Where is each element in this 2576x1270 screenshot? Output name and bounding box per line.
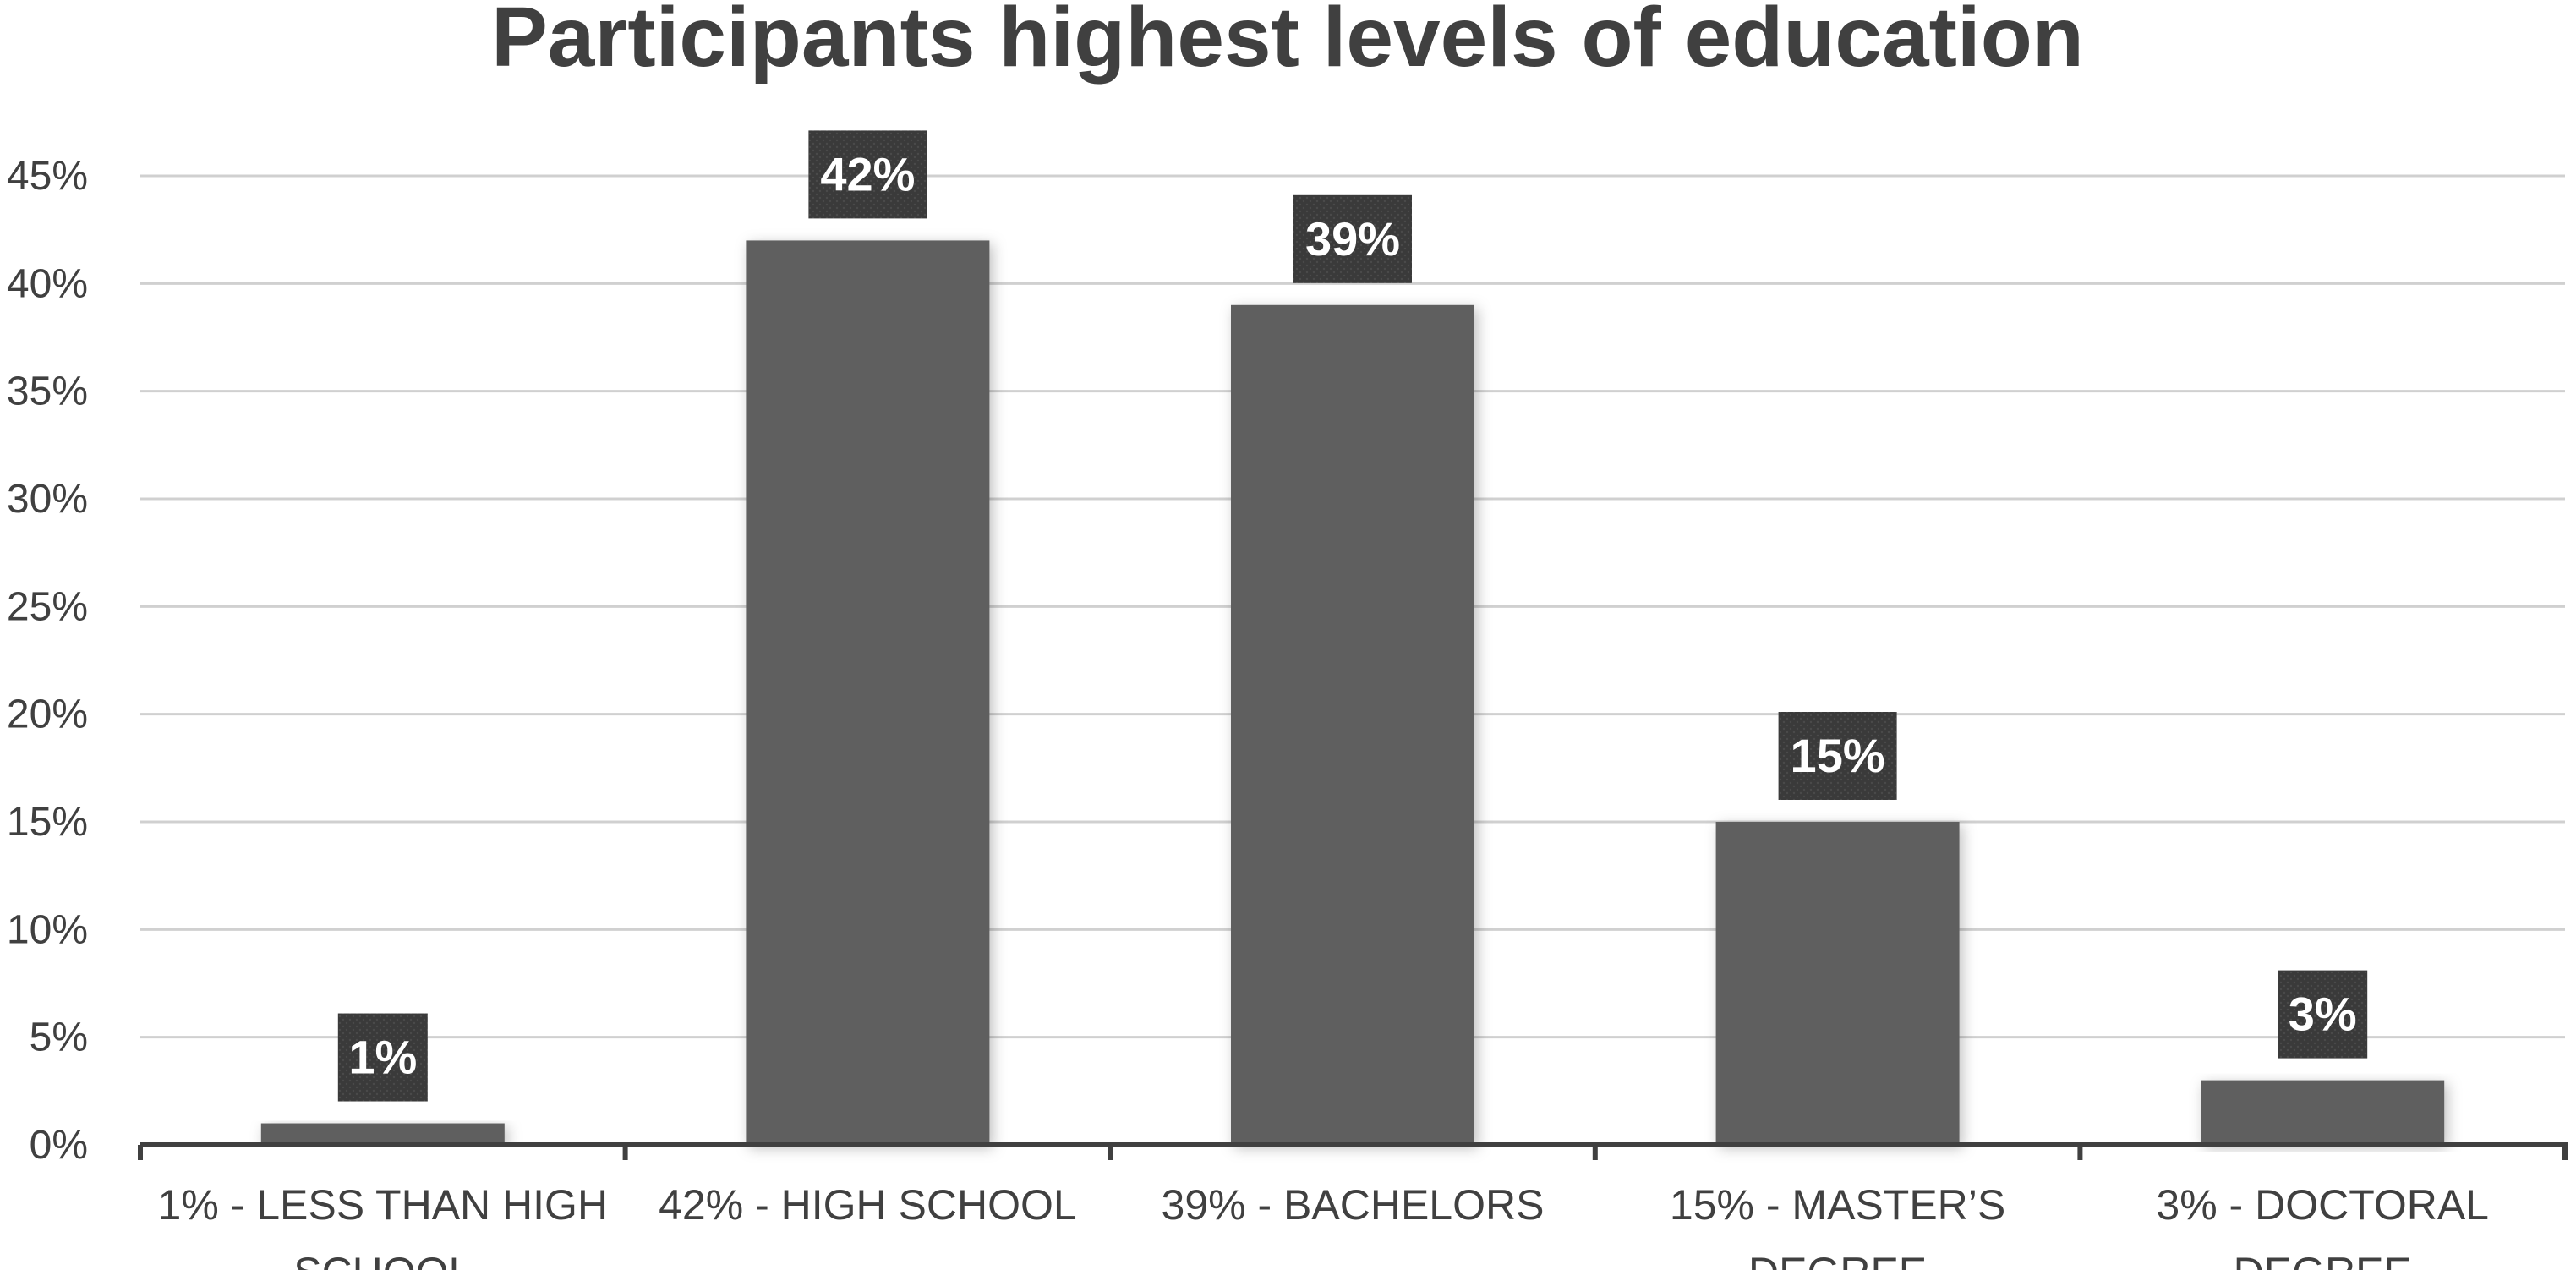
y-tick-label: 25% [7, 584, 88, 629]
data-label-box [808, 130, 927, 219]
x-tick-label: 42% - HIGH SCHOOL [659, 1181, 1077, 1229]
x-tick-label-line: 1% - LESS THAN HIGH [158, 1181, 609, 1229]
x-tick-label: 1% - LESS THAN HIGH SCHOOL [158, 1181, 609, 1270]
x-tick-label-line: 3% - DOCTORAL [2156, 1181, 2489, 1229]
data-label-box [1293, 194, 1412, 283]
x-tick-label: 39% - BACHELORS [1162, 1181, 1545, 1229]
x-tick-label-line: SCHOOL [293, 1249, 472, 1270]
x-tick-label: 15% - MASTER’S DEGREE [1670, 1181, 2005, 1270]
bar [1231, 304, 1474, 1145]
y-tick-label: 5% [30, 1015, 88, 1060]
data-label-box [2278, 970, 2368, 1059]
chart-title: Participants highest levels of education [491, 0, 2084, 85]
data-label-box [337, 1013, 428, 1102]
x-axis: 1% - LESS THAN HIGH SCHOOL 42% - HIGH SCHO… [138, 1142, 2568, 1270]
data-labels: 1% 42% 39% 15% 3% [337, 130, 2368, 1102]
bar [746, 240, 990, 1145]
y-tick-label: 20% [7, 692, 88, 737]
y-tick-label: 10% [7, 907, 88, 952]
bar [260, 1123, 505, 1145]
bars [260, 240, 2445, 1145]
y-tick-label: 15% [7, 800, 88, 845]
data-label-box [1778, 712, 1897, 800]
x-tick-label: 3% - DOCTORAL DEGREE [2156, 1181, 2489, 1270]
x-tick-label-line: DEGREE [1748, 1249, 1927, 1270]
bar [2201, 1080, 2445, 1145]
x-tick-label-line: DEGREE [2234, 1249, 2412, 1270]
x-tick-label-line: 39% - BACHELORS [1162, 1181, 1545, 1229]
data-label: 3% [2289, 988, 2357, 1041]
x-tick-label-line: 42% - HIGH SCHOOL [659, 1181, 1077, 1229]
data-label: 42% [820, 147, 915, 200]
y-tick-label: 40% [7, 261, 88, 306]
y-tick-label: 0% [30, 1123, 88, 1168]
data-label: 1% [348, 1031, 417, 1084]
y-tick-label: 35% [7, 370, 88, 414]
data-label: 15% [1791, 729, 1885, 782]
bar [1715, 822, 1960, 1145]
y-tick-label: 30% [7, 477, 88, 522]
data-label: 39% [1305, 212, 1400, 265]
x-tick-label-line: 15% - MASTER’S [1670, 1181, 2005, 1229]
y-axis: 0% 5% 10% 15% 20% 25% 30% 35% 40% 45% [7, 154, 88, 1168]
y-tick-label: 45% [7, 154, 88, 199]
